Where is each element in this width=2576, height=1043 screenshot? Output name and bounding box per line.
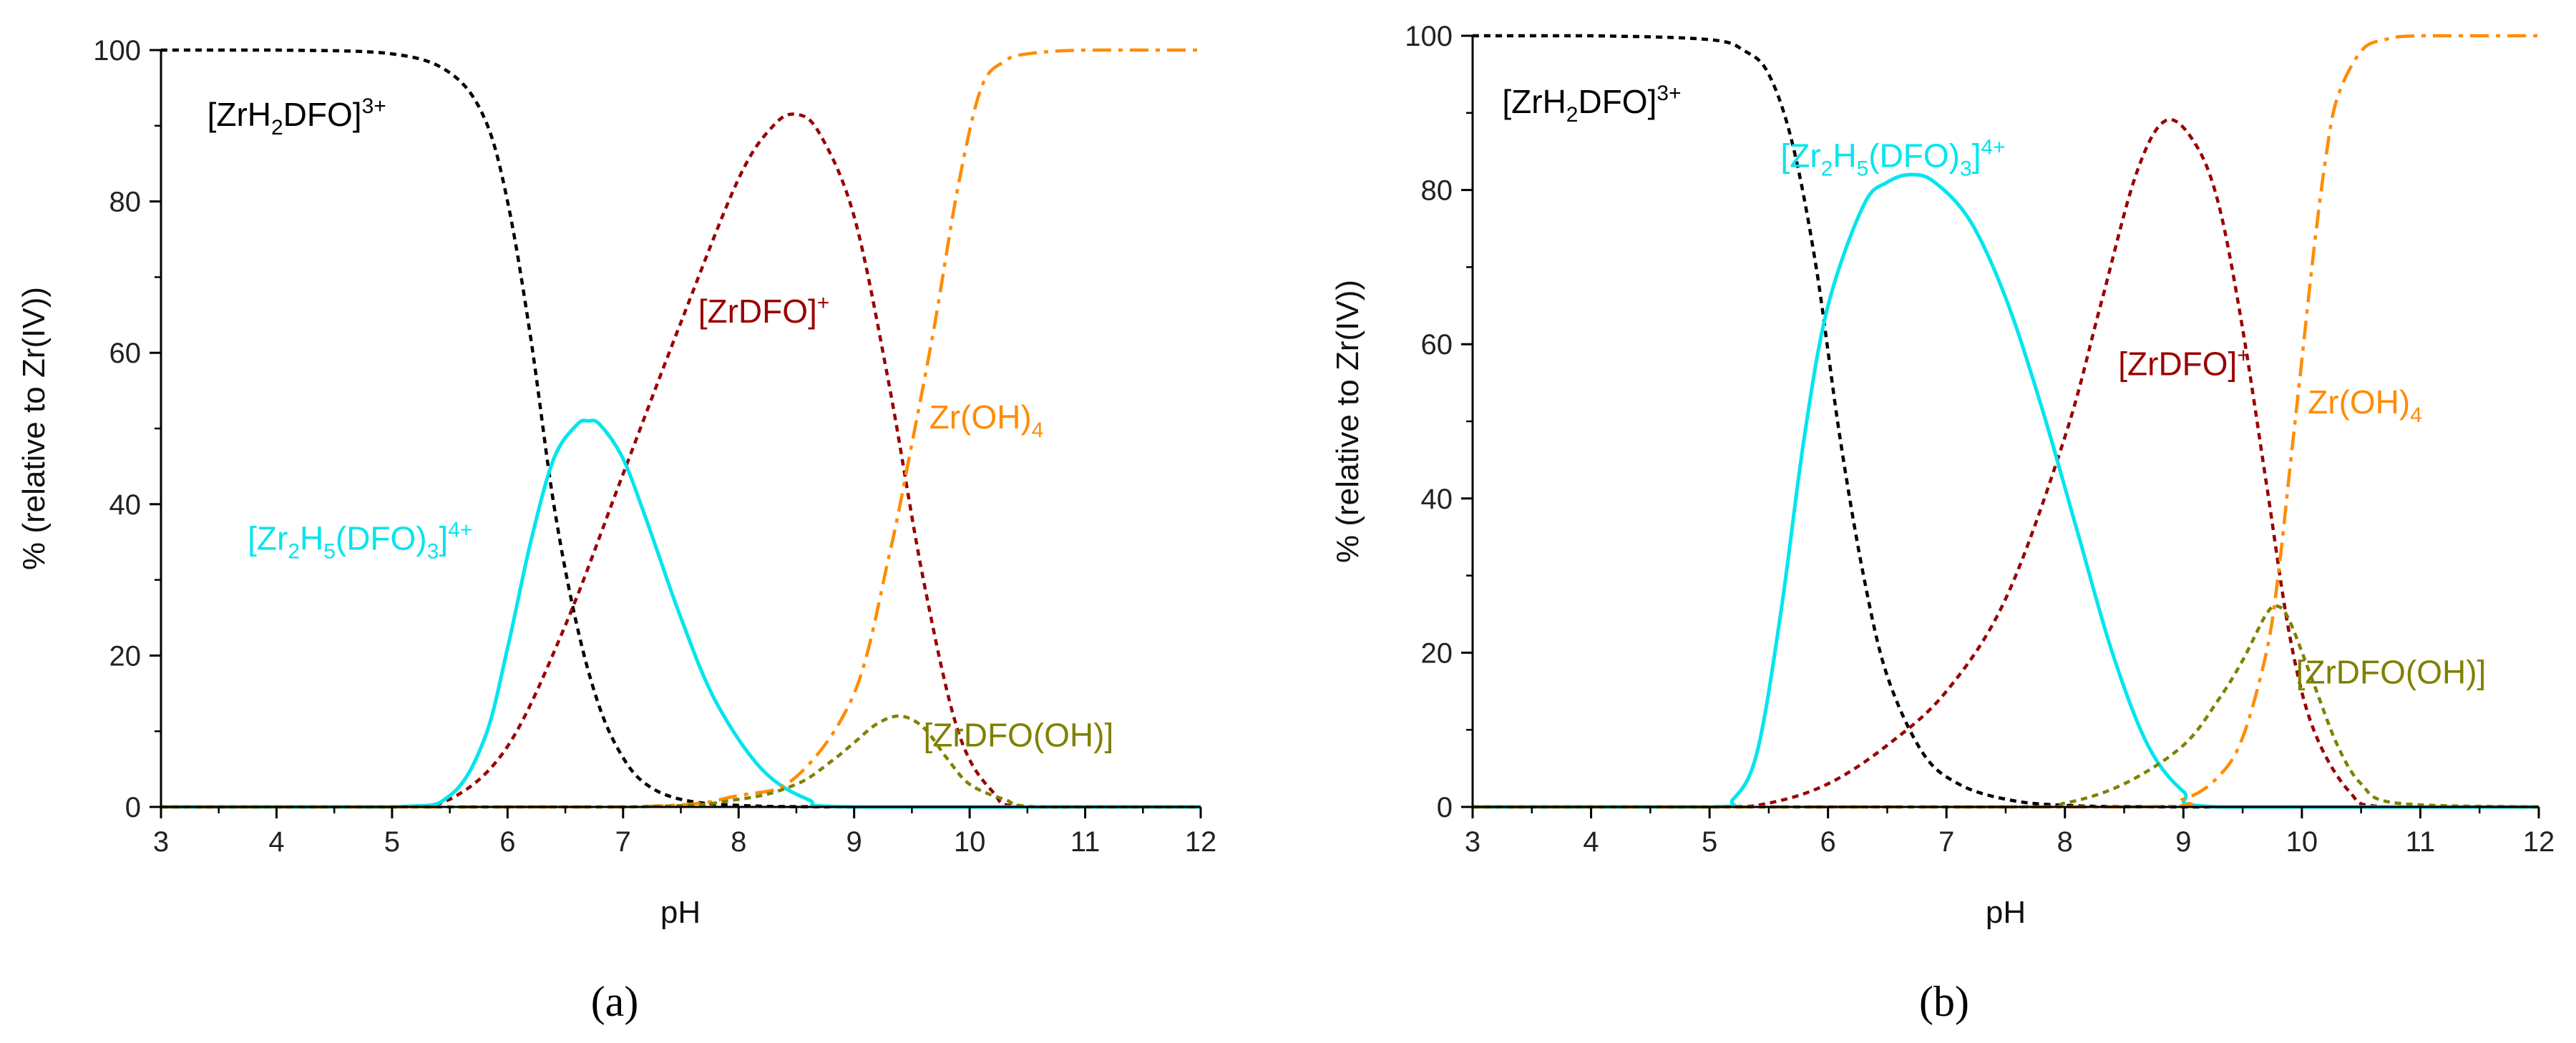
panel-a-x-axis-title: pH [660,895,701,930]
label-sub: 5 [323,539,336,563]
panel-a-label-zrh2dfo: [ZrH2DFO]3+ [208,94,386,139]
y-tick-label: 0 [125,792,141,823]
x-tick-label: 5 [1702,826,1717,858]
label-sub: 2 [288,539,300,563]
label-part: ] [1972,137,1981,174]
x-tick-label: 6 [499,826,515,858]
y-tick-label: 100 [93,35,141,67]
y-tick-label: 20 [1421,637,1453,669]
label-part: DFO] [283,96,362,133]
panel-b-curves [1472,34,2540,809]
x-tick-label: 10 [954,826,986,858]
x-tick-label: 7 [1938,826,1954,858]
label-part: [ZrH [208,96,271,133]
label-part: [ZrDFO] [2118,345,2237,382]
label-part: [ZrDFO] [698,293,817,330]
series-line-zr2h5dfo3 [1472,172,2539,809]
y-tick-label: 40 [109,489,142,521]
panel-a-y-axis-title: % (relative to Zr(IV)) [16,287,52,570]
panel-a-curves [160,48,1201,809]
x-tick-label: 3 [153,826,169,858]
panel-a-axes [160,50,1201,808]
label-sub: 4 [2410,403,2422,427]
panel-a-label-zrdfooh: [ZrDFO(OH)] [924,716,1114,753]
label-sub: 2 [1821,157,1833,180]
y-tick-label: 20 [109,640,142,672]
x-tick-label: 5 [384,826,400,858]
x-tick-label: 9 [2175,826,2191,858]
label-part: H [300,519,323,557]
panel-b-label-zroh4: Zr(OH)4 [2308,383,2422,427]
label-sub: 3 [427,539,439,563]
label-sub: 3 [1960,157,1972,180]
panel-a-ticks: 3 4 5 6 7 8 9 10 11 12 0 20 40 60 80 100 [93,35,1216,858]
label-part: H [1833,137,1856,174]
label-part: [Zr [248,519,288,557]
panel-b-label-zr2h5dfo3: [Zr2H5(DFO)3]4+ [1780,135,2005,180]
panel-a-label-zrdfo: [ZrDFO]+ [698,291,830,330]
x-tick-label: 12 [1185,826,1217,858]
panel-a-label-zroh4: Zr(OH)4 [930,398,1044,442]
series-line-zrh2dfo [1473,34,2539,809]
y-tick-label: 100 [1405,21,1453,52]
panel-b-label: (b) [1919,978,1969,1025]
y-tick-label: 60 [1421,329,1453,361]
x-tick-label: 3 [1465,826,1480,858]
x-tick-label: 11 [2406,826,2436,858]
label-sup: 4+ [1981,135,2005,159]
x-tick-label: 10 [2286,826,2318,858]
series-line-zrdfo [160,112,1201,809]
panel-a-chart: 3 4 5 6 7 8 9 10 11 12 0 20 40 60 80 100 pH % (relative… [16,35,1216,1025]
panel-b-axes [1471,36,2539,808]
panel-a-label-zr2h5dfo3: [Zr2H5(DFO)3]4+ [248,518,472,563]
label-sub: 5 [1857,157,1869,180]
panel-b-x-axis-title: pH [1986,895,2026,930]
x-tick-label: 7 [615,826,631,858]
panel-b-label-zrh2dfo: [ZrH2DFO]3+ [1502,82,1681,127]
label-sup: + [2237,343,2250,367]
x-tick-label: 12 [2523,826,2555,858]
series-line-zr2h5dfo3 [160,418,1201,809]
label-part: Zr(OH) [2308,383,2410,421]
panel-a-label: (a) [591,978,639,1025]
label-sup: 3+ [362,94,386,118]
label-sub: 2 [1566,103,1579,127]
label-sub: 2 [271,116,283,139]
label-part: [ZrH [1502,83,1566,120]
panel-b-y-axis-title: % (relative to Zr(IV)) [1330,280,1365,563]
series-line-zroh4 [1472,34,2539,809]
x-tick-label: 11 [1070,826,1101,858]
label-part: (DFO) [336,519,427,557]
label-sup: 4+ [448,518,472,542]
label-part: [Zr [1780,137,1820,174]
x-tick-label: 6 [1820,826,1836,858]
x-tick-label: 9 [847,826,862,858]
series-line-zrh2dfo [161,48,1201,809]
y-tick-label: 80 [109,187,142,218]
series-line-zrdfooh [1472,604,2540,809]
panel-b-ticks: 3 4 5 6 7 8 9 10 11 12 0 20 40 60 80 100 [1405,21,2555,858]
label-part: (DFO) [1868,137,1960,174]
y-tick-label: 40 [1421,484,1453,515]
series-line-zroh4 [160,48,1201,809]
panel-b-label-zrdfooh: [ZrDFO(OH)] [2296,654,2487,691]
label-sub: 4 [1032,418,1044,442]
panel-b-label-zrdfo: [ZrDFO]+ [2118,343,2250,382]
label-sup: + [817,291,830,315]
x-tick-label: 8 [2057,826,2073,858]
label-part: Zr(OH) [930,398,1032,436]
y-tick-label: 80 [1421,175,1453,207]
panel-b-chart: 3 4 5 6 7 8 9 10 11 12 0 20 40 60 80 100 pH % (relative… [1330,21,2555,1025]
y-tick-label: 60 [109,338,142,369]
x-tick-label: 8 [731,826,746,858]
label-sup: 3+ [1657,82,1681,105]
label-part: ] [439,519,448,557]
series-line-zrdfo [1472,117,2539,809]
label-part: DFO] [1578,83,1657,120]
y-tick-label: 0 [1437,792,1453,823]
x-tick-label: 4 [1583,826,1599,858]
x-tick-label: 4 [268,826,284,858]
